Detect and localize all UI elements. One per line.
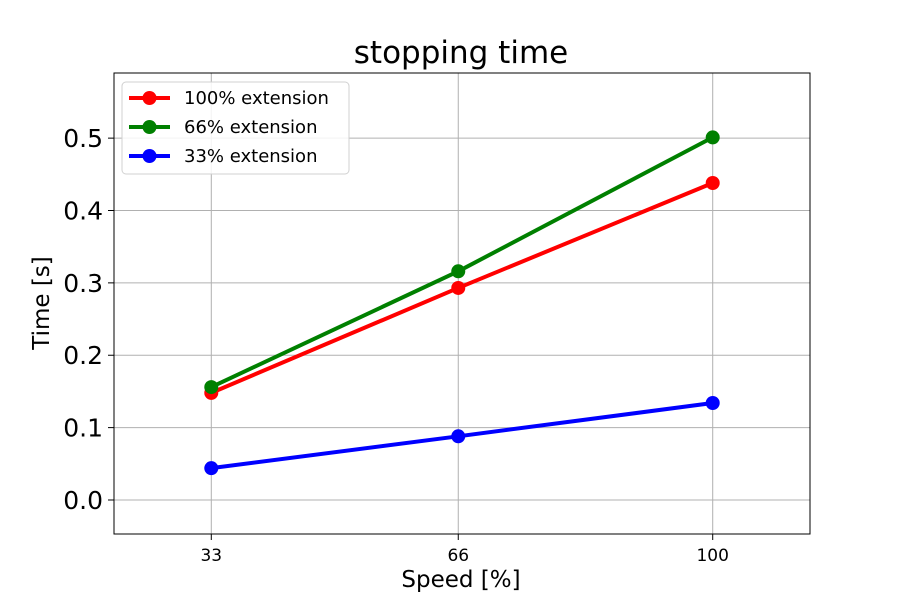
- legend-item: 100% extension: [129, 88, 329, 109]
- data-point: [204, 461, 219, 476]
- data-point: [451, 429, 466, 444]
- legend-marker: [142, 120, 157, 134]
- y-tick-label: 0.4: [63, 197, 103, 226]
- legend-label: 33% extension: [184, 146, 317, 167]
- data-point: [451, 264, 466, 279]
- legend-item: 33% extension: [129, 146, 317, 167]
- data-point: [451, 280, 466, 295]
- series-2: [204, 396, 720, 476]
- x-tick-label: 100: [696, 546, 728, 566]
- legend-marker: [142, 91, 157, 105]
- data-point: [705, 176, 720, 191]
- x-axis-ticks: 33 66 100: [200, 534, 729, 566]
- y-tick-label: 0.3: [63, 269, 103, 298]
- legend-item: 66% extension: [129, 117, 317, 138]
- chart-title: stopping time: [354, 35, 568, 71]
- x-tick-label: 66: [447, 546, 469, 566]
- legend-box: [121, 81, 350, 175]
- series-0: [204, 176, 720, 400]
- legend-label: 66% extension: [184, 117, 317, 138]
- legend: 100% extension 66% extension 33% extension: [121, 81, 350, 175]
- y-axis-label: Time [s]: [29, 256, 55, 351]
- series-1: [204, 130, 720, 395]
- data-point: [705, 396, 720, 411]
- legend-marker: [142, 149, 157, 163]
- x-axis-label: Speed [%]: [401, 567, 520, 593]
- legend-label: 100% extension: [184, 88, 329, 109]
- y-tick-label: 0.1: [63, 414, 103, 443]
- series-layer: [204, 130, 720, 476]
- x-tick-label: 33: [200, 546, 222, 566]
- y-axis-ticks: 0.0 0.1 0.2 0.3 0.4 0.5: [63, 124, 114, 515]
- y-tick-label: 0.5: [63, 124, 103, 153]
- y-tick-label: 0.0: [63, 486, 103, 515]
- data-point: [204, 380, 219, 395]
- grid: [114, 73, 810, 534]
- data-point: [705, 130, 720, 145]
- y-tick-label: 0.2: [63, 341, 103, 370]
- plot-area: [113, 72, 811, 535]
- series-line: [209, 135, 715, 390]
